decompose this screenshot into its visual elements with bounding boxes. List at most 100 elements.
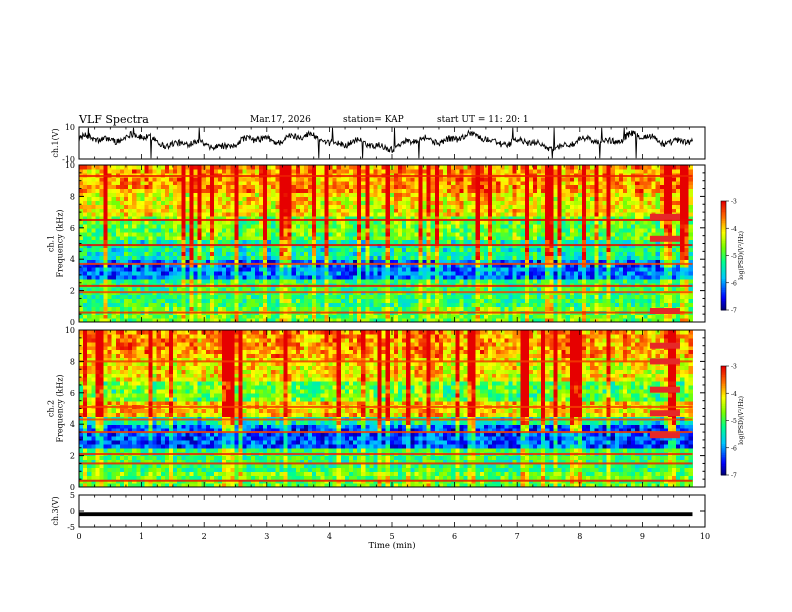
spectrogram-cell (234, 318, 240, 323)
spectrogram-cell (365, 176, 370, 182)
spectrogram-cell (230, 267, 236, 272)
spectrogram-cell (520, 192, 526, 197)
spectrogram-cell (504, 216, 510, 221)
spectrogram-cell (271, 278, 276, 284)
spectrogram-cell (459, 235, 465, 241)
spectrogram-cell (258, 298, 264, 303)
spectrogram-cell (271, 200, 276, 205)
spectrogram-cell (119, 208, 125, 213)
spectrogram-cell (107, 216, 113, 221)
spectrogram-cell (152, 306, 158, 311)
spectrogram-cell (426, 196, 432, 201)
spectrogram-cell (250, 212, 256, 217)
spectrogram-cell (528, 165, 534, 170)
spectrogram-cell (119, 267, 125, 272)
spectrogram-cell (438, 278, 444, 284)
spectrogram-cell (87, 176, 92, 182)
spectrogram-cell (569, 302, 575, 307)
spectrogram-cell (144, 302, 150, 307)
spectrogram-cell (528, 294, 534, 300)
spectrogram-cell (283, 223, 289, 229)
spectrogram-cell (365, 212, 370, 217)
spectrogram-cell (336, 227, 342, 233)
spectrogram-cell (316, 318, 321, 323)
spectrogram-cell (316, 298, 321, 303)
spectrogram-cell (242, 204, 248, 209)
spectrogram-cell (520, 180, 526, 186)
spectrogram-cell (267, 294, 272, 300)
spectrogram-cell (455, 212, 460, 217)
spectrogram-cell (328, 212, 334, 217)
spectrogram-cell (209, 231, 215, 237)
spectrogram-cell (508, 212, 514, 217)
spectrogram-cell (418, 263, 424, 268)
spectrogram-cell (287, 298, 293, 303)
spectrogram-cell (160, 176, 166, 182)
spectrogram-cell (152, 294, 158, 300)
spectrogram-cell (410, 192, 415, 197)
spectrogram-cell (410, 263, 415, 268)
spectrogram-cell (234, 286, 240, 292)
spectrogram-cell (398, 239, 403, 245)
spectrogram-cell (193, 251, 199, 256)
spectrogram-cell (455, 231, 460, 237)
spectrogram-cell (332, 204, 338, 209)
spectrogram-cell (234, 216, 240, 221)
spectrogram-cell (479, 200, 485, 205)
spectrogram-cell (87, 219, 92, 225)
spectrogram-cell (369, 200, 375, 205)
spectrogram-cell (316, 286, 321, 292)
spectrogram-cell (406, 278, 411, 284)
spectrogram-cell (393, 294, 399, 300)
spectrogram-cell (344, 259, 350, 264)
spectrogram-cell (263, 208, 268, 213)
spectrogram-cell (156, 298, 162, 303)
spectrogram-cell (549, 219, 555, 225)
spectrogram-cell (520, 267, 526, 272)
spectrogram-cell (218, 231, 223, 237)
spectrogram-cell (524, 318, 530, 323)
spectrogram-cell (209, 239, 215, 245)
spectrogram-cell (336, 263, 342, 268)
spectrogram-cell (553, 239, 559, 245)
spectrogram-cell (222, 196, 227, 201)
spectrogram-cell (447, 227, 452, 233)
spectrogram-cell (344, 204, 350, 209)
spectrogram-cell (508, 247, 514, 252)
spectrogram-cell (205, 165, 211, 170)
spectrogram-cell (189, 294, 195, 300)
spectrogram-cell (271, 270, 276, 276)
spectrogram-cell (213, 223, 219, 229)
spectrogram-cell (226, 270, 231, 276)
spectrogram-cell (107, 204, 113, 209)
spectrogram-cell (414, 255, 420, 260)
spectrogram-cell (177, 180, 182, 186)
spectrogram-cell (283, 227, 289, 233)
spectrogram-cell (520, 298, 526, 303)
spectrogram-cell (250, 302, 256, 307)
spectrogram-cell (348, 235, 354, 241)
spectrogram-cell (549, 188, 555, 194)
spectrogram-cell (267, 255, 272, 260)
spectrogram-cell (508, 286, 514, 292)
spectrogram-cell (524, 216, 530, 221)
spectrogram-cell (569, 180, 575, 186)
spectrogram-cell (487, 251, 493, 256)
spectrogram-cell (377, 165, 383, 170)
spectrogram-cell (455, 259, 460, 264)
spectrogram-cell (479, 302, 485, 307)
spectrogram-cell (168, 231, 174, 237)
spectrogram-cell (467, 196, 473, 201)
spectrogram-cell (573, 208, 579, 213)
spectrogram-cell (287, 192, 293, 197)
spectrogram-cell (87, 184, 92, 190)
spectrogram-cell (148, 302, 154, 307)
spectrogram-cell (148, 255, 154, 260)
spectrogram-cell (79, 192, 84, 197)
spectrogram-cell (83, 314, 88, 319)
spectrogram-cell (144, 231, 150, 237)
spectrogram-cell (410, 314, 415, 319)
spectrogram-cell (218, 208, 223, 213)
spectrogram-cell (438, 259, 444, 264)
spectrogram-cell (357, 188, 362, 194)
